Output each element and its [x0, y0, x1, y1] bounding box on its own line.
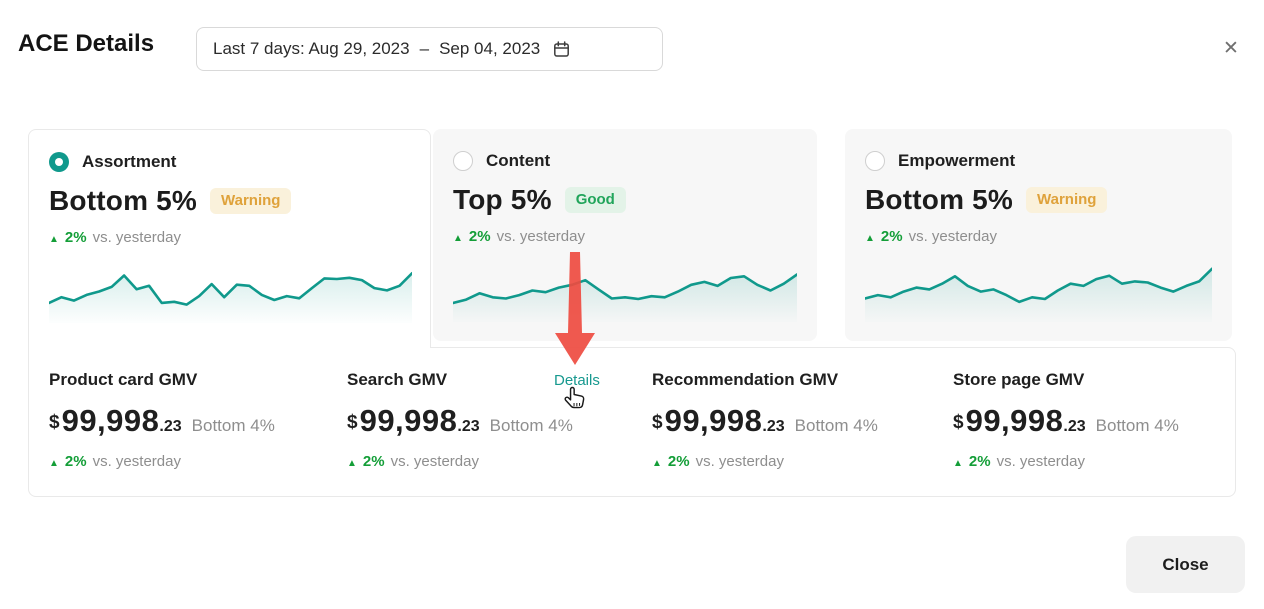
up-triangle-icon: ▲	[453, 233, 463, 244]
page-title: ACE Details	[18, 30, 155, 57]
metric-rank: Bottom 4%	[1095, 416, 1179, 435]
sparkline-chart	[49, 271, 412, 323]
metric-product-card-gmv: Product card GMV $ 99,998 .23 Bottom 4% …	[49, 370, 275, 470]
date-range-end: Sep 04, 2023	[439, 39, 541, 58]
metrics-panel: Product card GMV $ 99,998 .23 Bottom 4% …	[28, 347, 1236, 497]
delta-label: vs. yesterday	[996, 453, 1085, 470]
close-icon[interactable]: ✕	[1216, 34, 1246, 64]
metric-value-decimal: .23	[762, 418, 785, 435]
radio-selected-icon[interactable]	[49, 152, 69, 172]
up-triangle-icon: ▲	[347, 458, 357, 469]
radio-unselected-icon[interactable]	[453, 151, 473, 171]
sparkline-chart	[453, 273, 797, 322]
tab-label: Assortment	[82, 152, 177, 171]
status-text: Top 5%	[453, 184, 552, 215]
date-range-start: Last 7 days: Aug 29, 2023	[213, 39, 410, 58]
metric-value: 99,998	[664, 403, 763, 438]
metric-value: 99,998	[359, 403, 458, 438]
tab-empowerment[interactable]: Empowerment Bottom 5% Warning ▲ 2% vs. y…	[845, 129, 1232, 341]
metric-rank: Bottom 4%	[794, 416, 878, 435]
up-triangle-icon: ▲	[49, 458, 59, 469]
metric-value-decimal: .23	[457, 418, 480, 435]
delta-label: vs. yesterday	[908, 228, 997, 245]
radio-unselected-icon[interactable]	[865, 151, 885, 171]
metric-store-page-gmv: Store page GMV $ 99,998 .23 Bottom 4% ▲ …	[953, 370, 1179, 470]
up-triangle-icon: ▲	[865, 233, 875, 244]
up-triangle-icon: ▲	[652, 458, 662, 469]
up-triangle-icon: ▲	[953, 458, 963, 469]
tab-label: Empowerment	[898, 151, 1016, 170]
tab-content[interactable]: Content Top 5% Good ▲ 2% vs. yesterday	[433, 129, 817, 341]
metric-value-decimal: .23	[1063, 418, 1086, 435]
delta-label: vs. yesterday	[390, 453, 479, 470]
metric-value-decimal: .23	[159, 418, 182, 435]
metric-title: Product card GMV	[49, 370, 198, 389]
metric-recommendation-gmv: Recommendation GMV $ 99,998 .23 Bottom 4…	[652, 370, 878, 470]
tab-label: Content	[486, 151, 551, 170]
delta-value: 2%	[64, 453, 87, 470]
currency-symbol: $	[49, 412, 60, 433]
metric-value: 99,998	[61, 403, 160, 438]
status-badge: Good	[564, 187, 626, 213]
status-badge: Warning	[1026, 187, 1108, 213]
metric-rank: Bottom 4%	[191, 416, 275, 435]
delta-value: 2%	[880, 228, 903, 245]
date-range-separator: –	[419, 39, 430, 58]
metric-title: Recommendation GMV	[652, 370, 839, 389]
delta-value: 2%	[468, 228, 491, 245]
metric-value: 99,998	[965, 403, 1064, 438]
metric-title: Search GMV	[347, 370, 448, 389]
delta-value: 2%	[667, 453, 690, 470]
status-badge: Warning	[210, 188, 292, 214]
delta-value: 2%	[64, 229, 87, 246]
metric-title: Store page GMV	[953, 370, 1085, 389]
currency-symbol: $	[652, 412, 663, 433]
tab-assortment[interactable]: Assortment Bottom 5% Warning ▲ 2% vs. ye…	[28, 129, 431, 348]
up-triangle-icon: ▲	[49, 234, 59, 245]
status-text: Bottom 5%	[49, 185, 198, 216]
delta-label: vs. yesterday	[695, 453, 784, 470]
calendar-icon	[554, 40, 570, 57]
status-text: Bottom 5%	[865, 184, 1014, 215]
currency-symbol: $	[347, 412, 358, 433]
close-button[interactable]: Close	[1126, 536, 1245, 593]
currency-symbol: $	[953, 412, 964, 433]
sparkline-chart	[865, 267, 1212, 322]
delta-value: 2%	[968, 453, 991, 470]
date-range-picker[interactable]: Last 7 days: Aug 29, 2023 – Sep 04, 2023	[196, 27, 663, 71]
delta-value: 2%	[362, 453, 385, 470]
metric-search-gmv: Search GMV $ 99,998 .23 Bottom 4% ▲ 2% v…	[347, 370, 573, 470]
details-link[interactable]: Details	[554, 372, 600, 389]
metric-rank: Bottom 4%	[489, 416, 573, 435]
delta-label: vs. yesterday	[496, 228, 585, 245]
delta-label: vs. yesterday	[92, 229, 181, 246]
delta-label: vs. yesterday	[92, 453, 181, 470]
